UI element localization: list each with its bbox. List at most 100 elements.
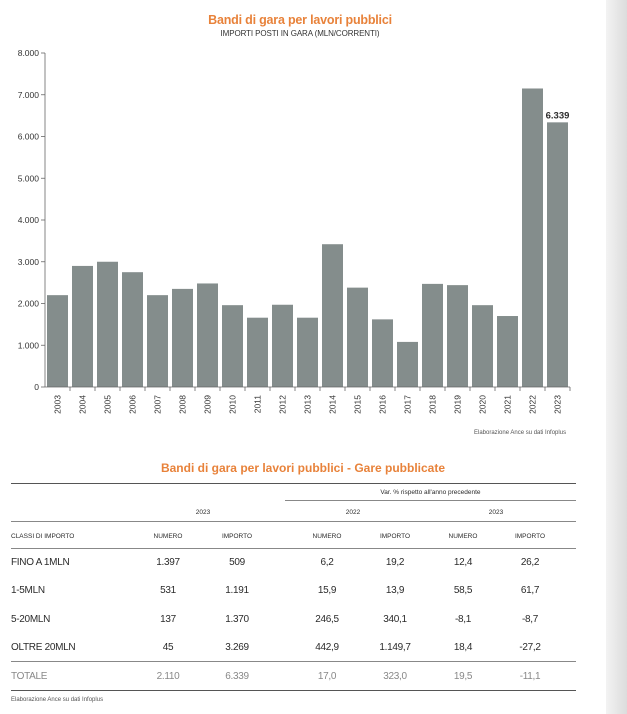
year-2023-header: 2023	[195, 509, 211, 516]
col-header-numero-2023: NUMERO	[153, 533, 183, 540]
bar	[372, 319, 393, 387]
bar	[547, 122, 568, 388]
x-tick-label: 2010	[228, 395, 238, 414]
col-header-importo-2023: IMPORTO	[221, 533, 253, 540]
x-tick-label: 2019	[453, 395, 463, 414]
y-tick-label: 0	[34, 382, 39, 392]
bar	[347, 287, 368, 387]
page-edge	[606, 0, 627, 714]
chart-title: Bandi di gara per lavori pubblici	[208, 13, 392, 27]
total-top-rule	[11, 661, 576, 662]
table-cell: 509	[229, 557, 245, 568]
table-cell: 19,2	[385, 557, 405, 568]
x-tick-label: 2014	[328, 395, 338, 414]
table-cell: -8,1	[454, 614, 472, 625]
table-cell: 6,2	[320, 557, 334, 568]
table-cell: 61,7	[520, 585, 540, 596]
bar-annotation: 6.339	[546, 110, 570, 121]
total-cell: 323,0	[383, 671, 407, 682]
table-top-rule	[11, 483, 576, 484]
bar	[397, 341, 418, 387]
bar	[322, 244, 343, 387]
table-cell: 12,4	[453, 557, 473, 568]
data-table: Var. % rispetto all'anno precedente 2023…	[11, 483, 576, 691]
bar	[172, 288, 193, 387]
table-cell: 13,9	[385, 585, 405, 596]
bar	[522, 88, 543, 388]
row-label: 5-20MLN	[11, 614, 51, 625]
column-header-rule	[11, 548, 576, 549]
bar	[472, 305, 493, 387]
bar	[122, 272, 143, 387]
table-cell: 18,4	[453, 642, 473, 653]
table-cell: -8,7	[521, 614, 539, 625]
x-tick-label: 2015	[353, 395, 363, 414]
y-tick-label: 1.000	[18, 340, 40, 350]
col-header-importo-var2022: IMPORTO	[379, 533, 411, 540]
year-2022-header: 2022	[345, 509, 361, 516]
bar	[247, 317, 268, 387]
x-tick-label: 2017	[403, 395, 413, 414]
table-cell: 442,9	[315, 642, 339, 653]
bar	[72, 265, 93, 387]
y-tick-label: 8.000	[18, 48, 40, 58]
year-header-rule	[11, 521, 576, 522]
table-cell: 45	[162, 642, 174, 653]
total-cell: -11,1	[519, 671, 541, 682]
x-tick-label: 2021	[503, 395, 513, 414]
bar	[297, 317, 318, 387]
x-tick-label: 2003	[53, 395, 63, 414]
table-cell: -27,2	[519, 642, 541, 653]
table-title: Bandi di gara per lavori pubblici - Gare…	[160, 461, 446, 475]
x-tick-label: 2012	[278, 395, 288, 414]
total-label: TOTALE	[11, 671, 48, 682]
y-tick-label: 3.000	[18, 257, 40, 267]
y-tick-label: 4.000	[18, 215, 40, 225]
bar	[497, 316, 518, 387]
x-tick-label: 2023	[553, 395, 563, 414]
table-cell: 1.370	[225, 614, 249, 625]
x-tick-label: 2016	[378, 395, 388, 414]
bar	[272, 304, 293, 387]
table-cell: 26,2	[520, 557, 540, 568]
chart-source: Elaborazione Ance su dati Infoplus	[474, 430, 567, 436]
bar	[447, 285, 468, 387]
total-cell: 19,5	[453, 671, 473, 682]
y-tick-label: 2.000	[18, 299, 40, 309]
table-cell: 137	[160, 614, 176, 625]
x-tick-label: 2008	[178, 395, 188, 414]
bar	[222, 305, 243, 387]
total-cell: 2.110	[156, 671, 180, 682]
col-header-importo-var2023: IMPORTO	[514, 533, 546, 540]
bar	[97, 261, 118, 387]
table-cell: 1.397	[156, 557, 180, 568]
x-tick-label: 2018	[428, 395, 438, 414]
bar-chart: 0 1.000 2.000 3.000 4.000 5.000 6.000 7.000 8.00…	[18, 48, 571, 414]
row-label: FINO A 1MLN	[11, 557, 70, 568]
total-cell: 17,0	[317, 671, 337, 682]
bar	[147, 295, 168, 387]
y-tick-label: 5.000	[18, 173, 40, 183]
x-tick-label: 2009	[203, 395, 213, 414]
row-label: OLTRE 20MLN	[11, 642, 76, 653]
table-cell: 246,5	[315, 614, 339, 625]
row-label: 1-5MLN	[11, 585, 45, 596]
x-tick-label: 2006	[128, 395, 138, 414]
var-header-rule	[285, 500, 576, 501]
y-tick-label: 6.000	[18, 132, 40, 142]
bar	[47, 295, 68, 387]
table-source: Elaborazione Ance su dati Infoplus	[11, 697, 104, 703]
col-header-numero-var2023: NUMERO	[448, 533, 478, 540]
table-cell: 531	[160, 585, 176, 596]
table-cell: 58,5	[453, 585, 473, 596]
x-tick-label: 2013	[303, 395, 313, 414]
table-cell: 340,1	[383, 614, 407, 625]
x-tick-label: 2020	[478, 395, 488, 414]
y-tick-label: 7.000	[18, 90, 40, 100]
table-cell: 15,9	[317, 585, 337, 596]
x-tick-label: 2011	[253, 395, 263, 414]
total-cell: 6.339	[225, 671, 249, 682]
table-cell: 1.149,7	[379, 642, 411, 653]
x-tick-label: 2007	[153, 395, 163, 414]
table-cell: 3.269	[225, 642, 249, 653]
